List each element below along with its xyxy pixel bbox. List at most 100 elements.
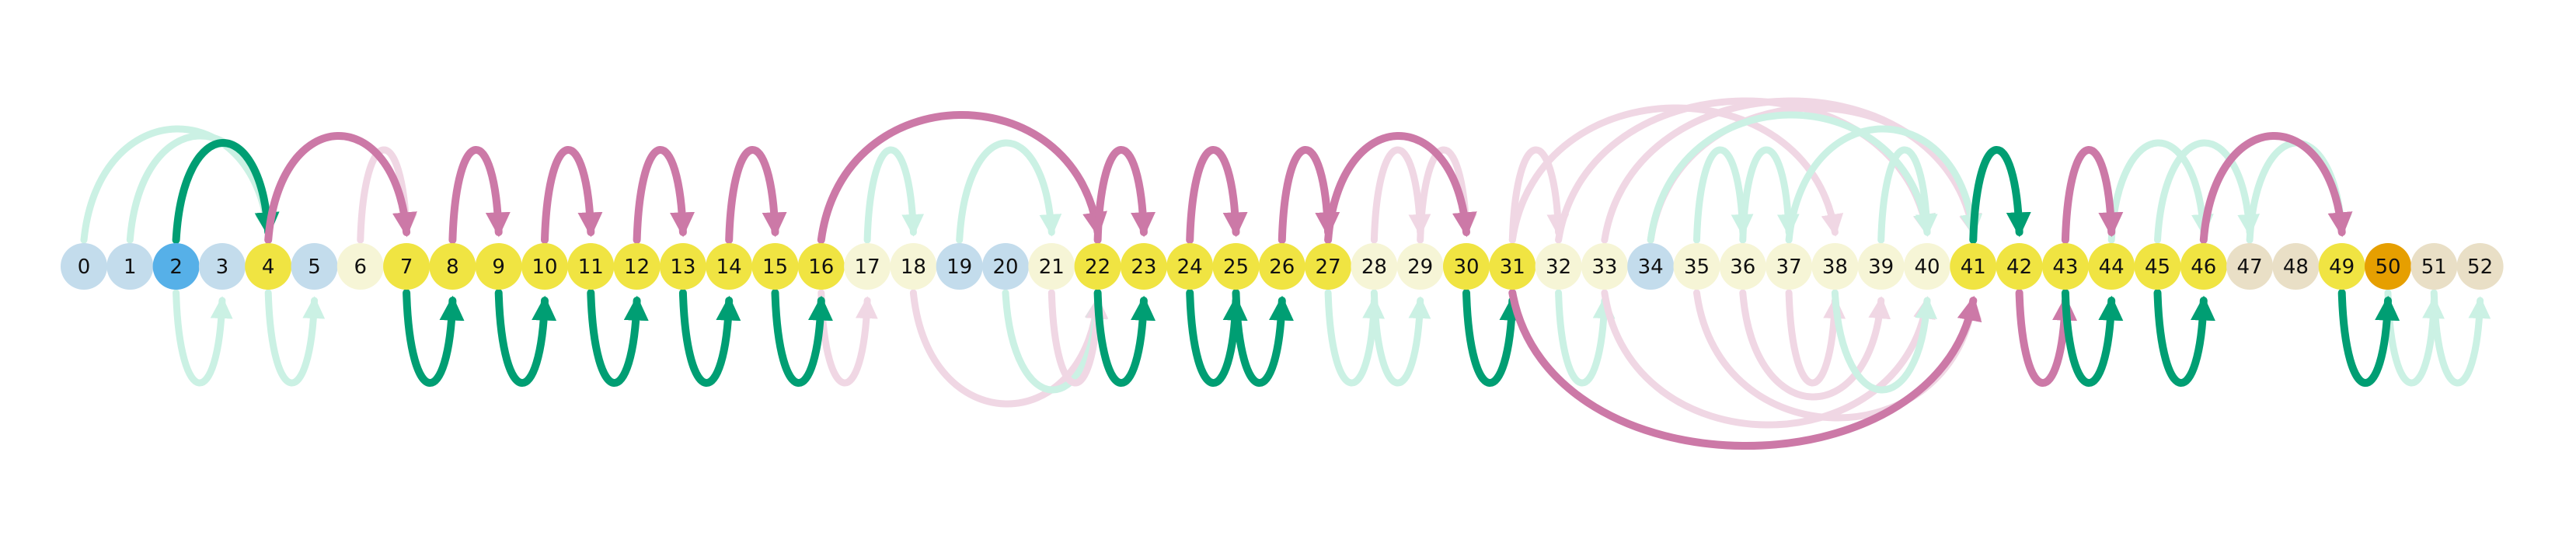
- node-30: 30: [1443, 243, 1490, 290]
- node-layer: 0 1 2 3 4 5 6 7 8 9 10 11 12 13 14 15 16 17 18 19 20 21 22 23 24…: [61, 243, 2504, 290]
- node-label: 23: [1131, 256, 1156, 279]
- arc-14-to-15: [725, 146, 787, 244]
- node-26: 26: [1258, 243, 1305, 290]
- node-circle: [1028, 243, 1075, 290]
- node-circle: [1904, 243, 1950, 290]
- node-21: 21: [1028, 243, 1075, 290]
- node-label: 9: [492, 256, 505, 279]
- arc-11-to-12: [587, 289, 649, 387]
- node-label: 49: [2329, 256, 2355, 279]
- node-20: 20: [982, 243, 1029, 290]
- node-circle: [383, 243, 430, 290]
- node-36: 36: [1719, 243, 1766, 290]
- arc-22-to-23: [1093, 146, 1156, 244]
- arc-21-to-22: [1047, 289, 1109, 387]
- node-label: 7: [400, 256, 413, 279]
- node-27: 27: [1305, 243, 1352, 290]
- node-circle: [2272, 243, 2320, 290]
- node-15: 15: [751, 243, 799, 290]
- node-2: 2: [152, 243, 200, 290]
- node-circle: [1396, 243, 1444, 290]
- arc-47-to-49: [2246, 139, 2352, 244]
- node-label: 27: [1316, 256, 1341, 279]
- node-label: 31: [1500, 256, 1525, 279]
- node-label: 32: [1546, 256, 1571, 279]
- node-label: 41: [1961, 256, 1986, 279]
- arc-7-to-8: [403, 289, 465, 387]
- node-label: 10: [532, 256, 557, 279]
- arc-37-to-41: [1785, 125, 1983, 244]
- node-circle: [2318, 243, 2365, 290]
- node-circle: [1857, 243, 1905, 290]
- arc-34-to-40: [1647, 111, 1936, 244]
- node-label: 38: [1822, 256, 1848, 279]
- node-circle: [706, 243, 753, 290]
- node-label: 46: [2191, 256, 2216, 279]
- node-3: 3: [198, 243, 246, 290]
- node-circle: [659, 243, 706, 290]
- node-label: 24: [1177, 256, 1203, 279]
- node-1: 1: [106, 243, 154, 290]
- node-circle: [2410, 243, 2458, 290]
- node-10: 10: [521, 243, 568, 290]
- node-label: 25: [1223, 256, 1249, 279]
- node-circle: [152, 243, 200, 290]
- node-label: 35: [1684, 256, 1710, 279]
- node-label: 45: [2145, 256, 2170, 279]
- node-6: 6: [336, 243, 384, 290]
- node-47: 47: [2226, 243, 2274, 290]
- node-circle: [1996, 243, 2043, 290]
- node-label: 48: [2283, 256, 2309, 279]
- node-label: 42: [2006, 256, 2032, 279]
- node-label: 5: [308, 256, 321, 279]
- arc-24-to-25: [1186, 289, 1248, 387]
- arc-49-to-50: [2337, 289, 2400, 387]
- node-label: 26: [1269, 256, 1295, 279]
- node-label: 29: [1407, 256, 1433, 279]
- node-24: 24: [1166, 243, 1214, 290]
- node-label: 33: [1591, 256, 1617, 279]
- node-circle: [1950, 243, 1997, 290]
- arc-15-to-16: [771, 289, 833, 387]
- arc-31-to-32: [1508, 146, 1570, 244]
- node-circle: [1489, 243, 1536, 290]
- node-49: 49: [2318, 243, 2365, 290]
- node-circle: [982, 243, 1029, 290]
- node-43: 43: [2041, 243, 2089, 290]
- arc-50-to-51: [2384, 289, 2445, 387]
- arc-31-to-41: [1508, 289, 1982, 450]
- node-label: 52: [2467, 256, 2493, 279]
- node-circle: [1212, 243, 1260, 290]
- arc-24-to-25: [1186, 146, 1248, 244]
- node-9: 9: [475, 243, 522, 290]
- node-circle: [1535, 243, 1582, 290]
- node-circle: [2226, 243, 2274, 290]
- node-label: 40: [1914, 256, 1940, 279]
- node-circle: [1811, 243, 1859, 290]
- arc-36-to-37: [1739, 146, 1800, 244]
- node-circle: [936, 243, 983, 290]
- node-17: 17: [844, 243, 891, 290]
- node-7: 7: [383, 243, 430, 290]
- arc-41-to-42: [1969, 146, 2031, 244]
- node-32: 32: [1535, 243, 1582, 290]
- node-label: 20: [992, 256, 1018, 279]
- node-label: 13: [670, 256, 695, 279]
- arc-16-to-22: [817, 111, 1107, 244]
- arc-19-to-21: [956, 139, 1062, 244]
- arc-38-to-40: [1831, 289, 1937, 394]
- arc-51-to-52: [2430, 289, 2491, 387]
- arc-28-to-29: [1370, 289, 1431, 387]
- node-label: 15: [762, 256, 788, 279]
- node-25: 25: [1212, 243, 1260, 290]
- node-circle: [2134, 243, 2181, 290]
- node-31: 31: [1489, 243, 1536, 290]
- node-label: 21: [1039, 256, 1065, 279]
- node-label: 6: [354, 256, 368, 279]
- node-16: 16: [797, 243, 845, 290]
- node-circle: [567, 243, 615, 290]
- arc-9-to-10: [494, 289, 557, 387]
- node-circle: [2365, 243, 2411, 290]
- arc-27-to-28: [1324, 289, 1386, 387]
